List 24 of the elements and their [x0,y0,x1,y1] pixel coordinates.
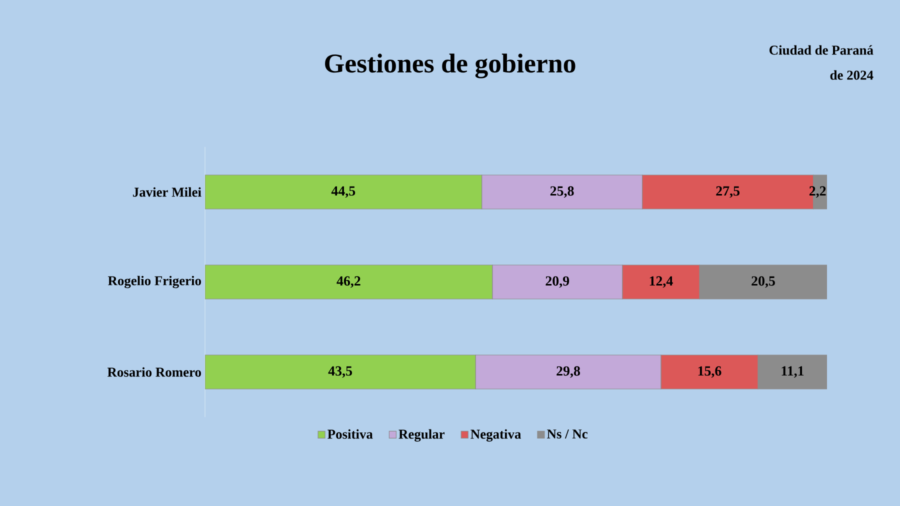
chart-title: Gestiones de gobierno [325,54,576,78]
data-label: 46,2 [336,276,360,288]
bar [205,354,476,390]
y-tick-label: Rosario Romero [107,367,201,377]
data-label: 20,9 [546,276,570,288]
data-label: 12,4 [650,276,673,288]
data-label: 15,6 [698,366,722,378]
text: Ciudad de Paraná [770,45,874,55]
legend-label: Positiva [328,429,373,439]
data-label: 25,8 [550,186,574,198]
data-label: 43,5 [328,366,352,378]
legend-label: Ns / Nc [547,430,588,439]
text: de 2024 [830,70,874,80]
bar [205,174,482,210]
legend-label: Negativa [470,429,521,442]
data-label: 20,5 [752,276,775,288]
y-tick-label: Rogelio Frigerio [108,276,201,288]
legend-label: Regular [398,429,445,442]
y-tick-label: Javier Milei [132,187,202,197]
data-label: 44,5 [331,186,356,198]
data-label: 29,8 [556,366,580,378]
data-label: 11,1 [782,366,804,378]
bar [205,264,493,300]
data-label: 27,5 [716,186,740,198]
